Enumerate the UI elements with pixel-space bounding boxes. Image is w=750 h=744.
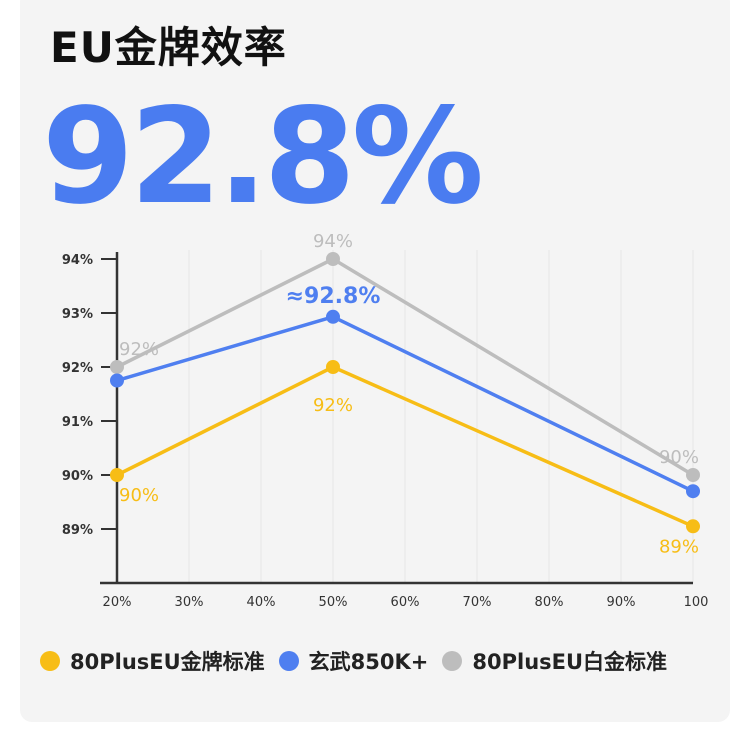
x-tick-label: 80% — [535, 595, 564, 610]
data-label-gray: 92% — [119, 339, 159, 360]
data-point-gray — [326, 252, 340, 266]
page-title: EU金牌效率 — [50, 23, 287, 72]
x-tick-label: 70% — [463, 595, 492, 610]
legend-label: 80PlusEU白金标准 — [472, 650, 668, 674]
data-point-blue — [110, 373, 124, 388]
legend-dot-icon — [442, 651, 463, 671]
y-tick-label: 94% — [62, 253, 93, 268]
card — [20, 0, 730, 722]
data-label-gold: 90% — [119, 485, 159, 506]
data-point-gold — [686, 519, 700, 534]
y-tick-label: 91% — [62, 415, 93, 430]
legend-item: 80PlusEU白金标准 — [442, 646, 667, 676]
data-label-blue: ≈92.8% — [286, 284, 381, 309]
legend-item: 80PlusEU金牌标准 — [40, 646, 265, 676]
data-point-blue — [686, 484, 700, 499]
data-label-gray: 90% — [659, 447, 699, 468]
y-tick-label: 92% — [62, 361, 93, 376]
legend-label: 玄武850K+ — [308, 650, 429, 674]
data-label-gray: 94% — [313, 231, 353, 252]
data-point-gold — [110, 468, 124, 482]
data-point-gray — [686, 468, 700, 482]
legend-item: 玄武850K+ — [278, 646, 429, 676]
legend-label: 80PlusEU金牌标准 — [70, 650, 265, 674]
data-label-gold: 89% — [659, 536, 699, 557]
y-tick-label: 93% — [62, 307, 93, 322]
legend: 80PlusEU金牌标准 玄武850K+ 80PlusEU白金标准 — [40, 646, 681, 676]
data-point-gold — [326, 360, 340, 374]
data-point-gray — [110, 360, 124, 374]
x-tick-label: 100 — [684, 595, 709, 610]
x-tick-label: 50% — [319, 595, 348, 610]
legend-dot-icon — [40, 651, 60, 671]
x-tick-label: 90% — [607, 595, 636, 610]
y-tick-label: 90% — [62, 469, 93, 484]
headline-value: 92.8% — [42, 80, 484, 234]
x-tick-label: 60% — [391, 595, 420, 610]
data-point-blue — [326, 309, 340, 324]
y-tick-label: 89% — [62, 523, 93, 538]
legend-dot-icon — [278, 651, 299, 671]
x-tick-label: 40% — [247, 595, 276, 610]
x-tick-label: 30% — [175, 595, 204, 610]
x-tick-label: 20% — [103, 595, 132, 610]
data-label-gold: 92% — [313, 395, 353, 416]
